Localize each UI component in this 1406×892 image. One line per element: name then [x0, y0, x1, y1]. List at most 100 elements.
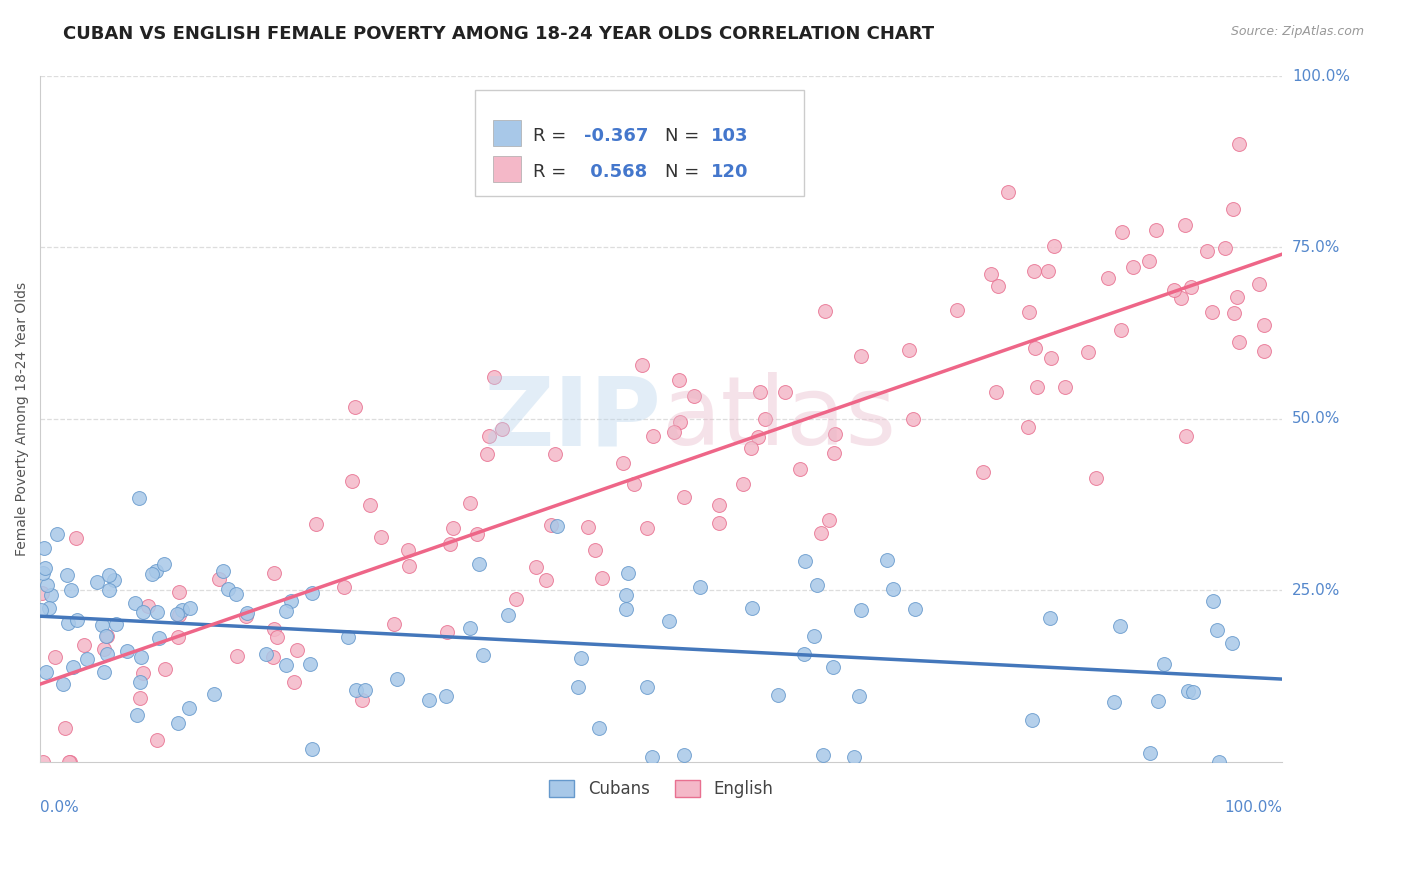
Point [340, 474, 363, 488]
Point [740, 441, 762, 455]
Point [283, 675, 305, 690]
Point [263, 622, 285, 636]
Point [505, 592, 527, 607]
Point [1175, 429, 1198, 443]
Point [848, 689, 870, 703]
Point [254, 647, 277, 661]
Point [543, 447, 565, 461]
Point [1018, 304, 1040, 318]
Point [98, 568, 121, 582]
Point [65, 531, 87, 545]
Point [418, 693, 440, 707]
Point [882, 582, 904, 597]
Point [211, 564, 233, 578]
Point [103, 573, 125, 587]
Point [614, 602, 637, 616]
Point [218, 582, 240, 597]
Text: 0.0%: 0.0% [41, 799, 79, 814]
Point [141, 567, 163, 582]
Point [396, 542, 419, 557]
Point [1249, 277, 1271, 291]
Text: ZIP: ZIP [484, 372, 661, 466]
Point [668, 373, 690, 387]
Point [1017, 419, 1039, 434]
Point [127, 707, 149, 722]
Point [1024, 264, 1046, 278]
Point [332, 580, 354, 594]
Point [1137, 253, 1160, 268]
Point [73, 639, 96, 653]
Point [823, 659, 845, 673]
Point [1077, 345, 1099, 359]
Point [96, 647, 118, 661]
Point [202, 687, 225, 701]
Point [623, 477, 645, 491]
Point [946, 303, 969, 318]
Point [370, 530, 392, 544]
Point [1177, 684, 1199, 698]
Text: Source: ZipAtlas.com: Source: ZipAtlas.com [1230, 25, 1364, 38]
Point [1153, 657, 1175, 671]
Point [45, 527, 67, 541]
Point [93, 642, 115, 657]
FancyBboxPatch shape [494, 156, 520, 182]
Point [167, 715, 190, 730]
Point [1181, 684, 1204, 698]
Point [1039, 351, 1062, 366]
Point [824, 426, 846, 441]
Point [439, 537, 461, 551]
Point [733, 477, 755, 491]
Point [1109, 323, 1132, 337]
Point [301, 742, 323, 756]
Point [337, 630, 360, 644]
Point [1147, 694, 1170, 708]
Point [132, 605, 155, 619]
Point [225, 648, 247, 663]
Point [1227, 334, 1250, 349]
Text: 50.0%: 50.0% [1292, 411, 1340, 426]
Point [128, 491, 150, 505]
Text: CUBAN VS ENGLISH FEMALE POVERTY AMONG 18-24 YEAR OLDS CORRELATION CHART: CUBAN VS ENGLISH FEMALE POVERTY AMONG 18… [63, 25, 935, 43]
Point [146, 733, 169, 747]
Point [167, 630, 190, 644]
Text: 75.0%: 75.0% [1292, 240, 1340, 255]
Point [44, 650, 66, 665]
Point [749, 384, 772, 399]
Point [803, 630, 825, 644]
Point [30, 602, 52, 616]
Point [62, 660, 84, 674]
Point [436, 624, 458, 639]
Point [382, 617, 405, 632]
Point [972, 465, 994, 479]
Point [344, 683, 367, 698]
Point [631, 358, 654, 372]
Point [359, 498, 381, 512]
Point [208, 572, 231, 586]
Point [458, 496, 481, 510]
Point [1097, 271, 1119, 285]
Point [344, 401, 367, 415]
Point [136, 599, 159, 613]
Point [794, 553, 817, 567]
Point [1038, 264, 1060, 278]
Point [1253, 318, 1275, 333]
Text: 120: 120 [711, 163, 748, 181]
Point [60, 582, 83, 597]
Point [546, 518, 568, 533]
Point [301, 586, 323, 600]
Point [467, 526, 489, 541]
Point [576, 520, 599, 534]
Point [32, 541, 55, 555]
Text: atlas: atlas [661, 372, 896, 466]
Point [39, 588, 62, 602]
FancyBboxPatch shape [494, 120, 520, 146]
Point [31, 586, 53, 600]
Point [385, 672, 408, 686]
Point [773, 384, 796, 399]
Point [35, 665, 58, 679]
Point [1021, 713, 1043, 727]
Point [1180, 279, 1202, 293]
Point [844, 750, 866, 764]
Point [98, 582, 121, 597]
Point [741, 601, 763, 615]
